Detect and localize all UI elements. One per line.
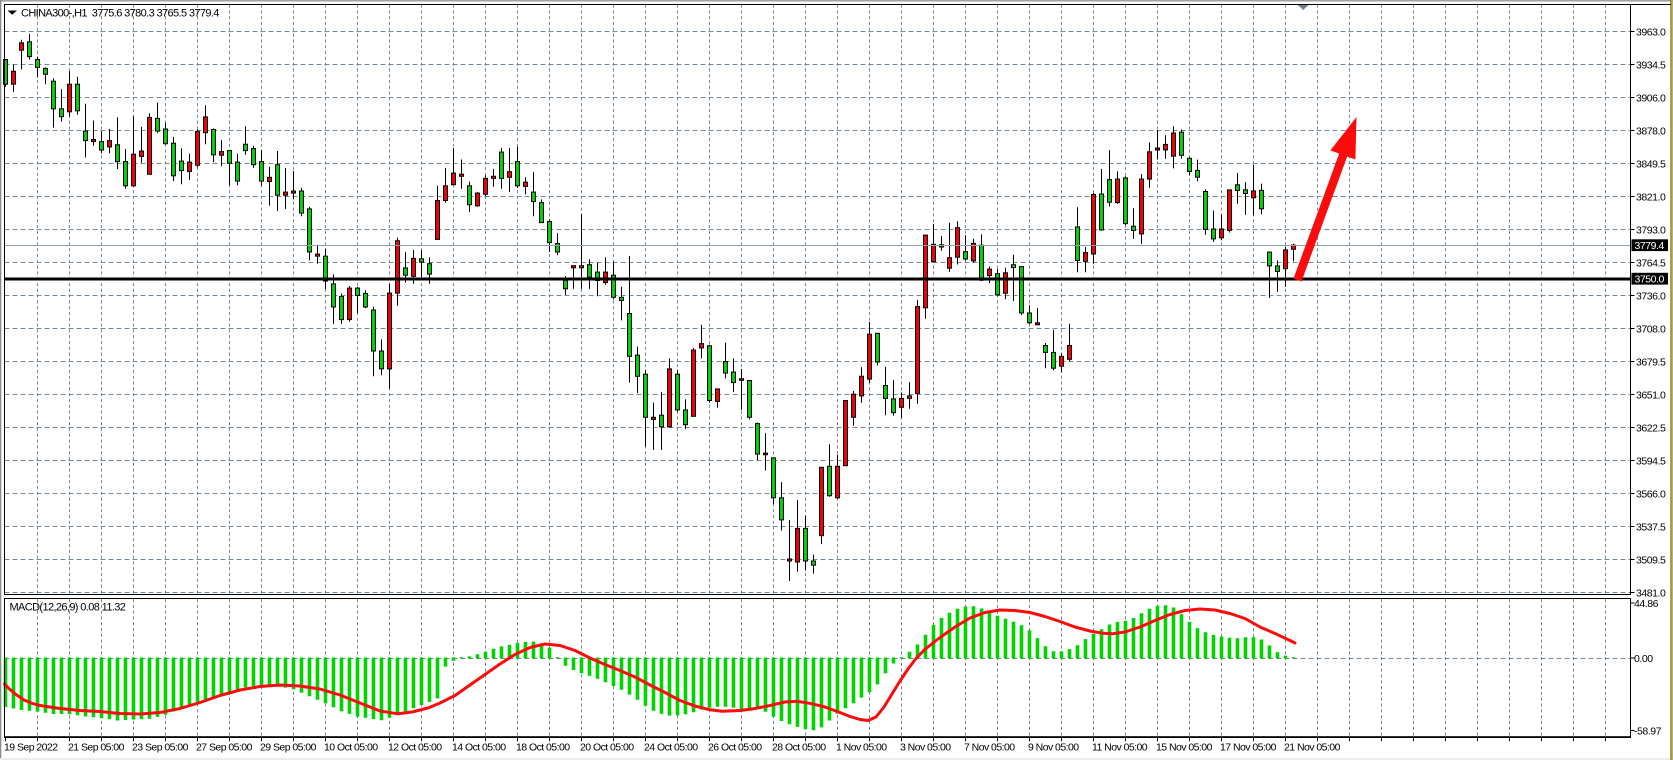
svg-text:15 Nov 05:00: 15 Nov 05:00 bbox=[1156, 742, 1213, 754]
svg-text:3878.0: 3878.0 bbox=[1636, 126, 1666, 138]
svg-text:3736.0: 3736.0 bbox=[1636, 291, 1666, 303]
svg-text:21 Sep 05:00: 21 Sep 05:00 bbox=[68, 742, 125, 754]
svg-text:29 Sep 05:00: 29 Sep 05:00 bbox=[260, 742, 317, 754]
svg-text:3764.5: 3764.5 bbox=[1636, 258, 1666, 270]
svg-text:23 Sep 05:00: 23 Sep 05:00 bbox=[132, 742, 189, 754]
svg-text:26 Oct 05:00: 26 Oct 05:00 bbox=[708, 742, 762, 754]
svg-text:3481.0: 3481.0 bbox=[1636, 588, 1666, 600]
svg-text:9 Nov 05:00: 9 Nov 05:00 bbox=[1028, 742, 1079, 754]
svg-text:20 Oct 05:00: 20 Oct 05:00 bbox=[580, 742, 634, 754]
svg-text:3594.5: 3594.5 bbox=[1636, 456, 1666, 468]
svg-text:3679.5: 3679.5 bbox=[1636, 357, 1666, 369]
svg-text:3906.0: 3906.0 bbox=[1636, 93, 1666, 105]
svg-text:3750.0: 3750.0 bbox=[1635, 274, 1665, 286]
svg-text:12 Oct 05:00: 12 Oct 05:00 bbox=[388, 742, 442, 754]
svg-text:10 Oct 05:00: 10 Oct 05:00 bbox=[324, 742, 378, 754]
svg-text:28 Oct 05:00: 28 Oct 05:00 bbox=[772, 742, 826, 754]
svg-text:3821.0: 3821.0 bbox=[1636, 192, 1666, 204]
svg-text:44.86: 44.86 bbox=[1634, 598, 1659, 610]
svg-text:3708.0: 3708.0 bbox=[1636, 324, 1666, 336]
svg-text:3622.5: 3622.5 bbox=[1636, 423, 1666, 435]
svg-text:21 Nov 05:00: 21 Nov 05:00 bbox=[1284, 742, 1341, 754]
svg-text:27 Sep 05:00: 27 Sep 05:00 bbox=[196, 742, 253, 754]
svg-text:3963.0: 3963.0 bbox=[1636, 27, 1666, 39]
svg-text:7 Nov 05:00: 7 Nov 05:00 bbox=[964, 742, 1015, 754]
svg-text:24 Oct 05:00: 24 Oct 05:00 bbox=[644, 742, 698, 754]
svg-text:3934.5: 3934.5 bbox=[1636, 60, 1666, 72]
svg-text:MACD(12,26,9) 0.08 11.32: MACD(12,26,9) 0.08 11.32 bbox=[10, 602, 126, 614]
svg-text:3793.0: 3793.0 bbox=[1636, 225, 1666, 237]
svg-text:3849.5: 3849.5 bbox=[1636, 159, 1666, 171]
svg-text:3 Nov 05:00: 3 Nov 05:00 bbox=[900, 742, 951, 754]
svg-text:17 Nov 05:00: 17 Nov 05:00 bbox=[1220, 742, 1277, 754]
svg-text:11 Nov 05:00: 11 Nov 05:00 bbox=[1092, 742, 1148, 754]
svg-text:19 Sep 2022: 19 Sep 2022 bbox=[4, 742, 58, 754]
svg-text:3566.0: 3566.0 bbox=[1636, 489, 1666, 501]
svg-text:3651.0: 3651.0 bbox=[1636, 390, 1666, 402]
svg-text:0.00: 0.00 bbox=[1634, 653, 1653, 665]
svg-text:1 Nov 05:00: 1 Nov 05:00 bbox=[836, 742, 887, 754]
svg-text:3779.4: 3779.4 bbox=[1635, 240, 1665, 252]
svg-text:14 Oct 05:00: 14 Oct 05:00 bbox=[452, 742, 506, 754]
svg-text:3537.5: 3537.5 bbox=[1636, 522, 1666, 534]
svg-text:3509.5: 3509.5 bbox=[1636, 555, 1666, 567]
svg-text:-58.97: -58.97 bbox=[1634, 726, 1662, 738]
svg-text:CHINA300-,H1 3775.6 3780.3 37: CHINA300-,H1 3775.6 3780.3 3765.5 3779.4 bbox=[21, 8, 219, 20]
svg-text:18 Oct 05:00: 18 Oct 05:00 bbox=[516, 742, 570, 754]
